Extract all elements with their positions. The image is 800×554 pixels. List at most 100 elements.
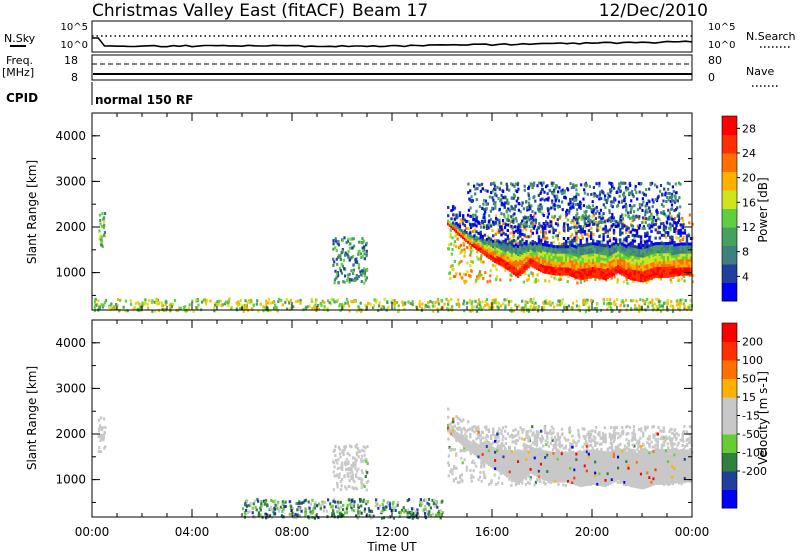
scatter-cell xyxy=(362,271,365,275)
scatter-cell xyxy=(604,223,607,226)
echo-band-cell xyxy=(471,243,474,247)
echo-band-cell xyxy=(514,256,518,260)
scatter-cell xyxy=(566,223,569,227)
echo-band-cell xyxy=(489,224,493,228)
scatter-cell xyxy=(259,508,262,512)
scatter-cell xyxy=(532,226,535,230)
echo-band-cell xyxy=(546,260,549,264)
scatter-cell xyxy=(546,184,549,188)
echo-band-cell xyxy=(479,247,482,251)
scatter-cell xyxy=(352,464,355,468)
echo-band-cell xyxy=(527,235,530,239)
scatter-cell xyxy=(416,511,419,515)
echo-band-cell xyxy=(579,227,582,231)
echo-band-cell xyxy=(685,258,689,262)
echo-band-cell xyxy=(617,253,620,257)
echo-band-cell xyxy=(650,276,653,280)
ytick-label: 4000 xyxy=(55,129,86,143)
echo-band-cell xyxy=(514,254,518,258)
scatter-cell xyxy=(116,298,120,301)
echo-band-cell xyxy=(612,228,616,232)
scatter-cell xyxy=(557,278,561,282)
scatter-cell xyxy=(492,222,495,226)
echo-band-cell xyxy=(531,264,534,268)
scatter-cell xyxy=(648,187,651,191)
scatter-cell xyxy=(641,203,644,207)
scatter-cell xyxy=(372,304,376,308)
scatter-cell xyxy=(363,509,366,513)
scatter-cell xyxy=(623,194,626,198)
scatter-cell xyxy=(336,241,339,245)
scatter-cell xyxy=(671,304,674,308)
scatter-cell xyxy=(355,443,358,447)
echo-band-cell xyxy=(569,254,572,258)
scatter-cell xyxy=(363,485,366,488)
echo-band-cell xyxy=(658,236,662,240)
echo-band-cell xyxy=(527,262,530,266)
scatter-cell xyxy=(332,488,335,492)
echo-band-cell xyxy=(458,213,462,217)
echo-band-cell xyxy=(654,272,657,276)
scatter-cell xyxy=(282,502,285,506)
echo-band-cell xyxy=(621,245,624,249)
scatter-cell xyxy=(337,502,340,506)
scatter-cell xyxy=(584,222,587,226)
scatter-cell xyxy=(635,214,638,218)
echo-band-cell xyxy=(664,250,668,254)
echo-band-cell xyxy=(537,235,541,239)
scatter-cell xyxy=(102,303,105,307)
echo-band-cell xyxy=(525,259,528,263)
echo-band-cell xyxy=(679,231,682,235)
scatter-cell xyxy=(247,511,250,514)
scatter-cell xyxy=(575,214,578,218)
scatter-cell xyxy=(110,302,113,306)
echo-band-cell xyxy=(619,260,622,264)
echo-band-cell xyxy=(452,224,455,228)
scatter-cell xyxy=(646,297,649,301)
echo-band-cell xyxy=(606,251,609,255)
echo-band-cell xyxy=(619,268,622,272)
scatter-cell xyxy=(299,301,302,305)
scatter-cell xyxy=(504,425,507,429)
scatter-cell xyxy=(350,505,353,509)
echo-band-cell xyxy=(675,224,678,228)
scatter-cell xyxy=(624,213,627,217)
echo-band-cell xyxy=(569,256,572,260)
scatter-cell xyxy=(656,185,659,189)
scatter-cell xyxy=(563,191,566,195)
scatter-cell xyxy=(662,427,665,431)
echo-band-cell xyxy=(585,224,589,227)
scatter-cell xyxy=(184,305,187,309)
scatter-cell xyxy=(468,427,472,431)
echo-band-cell xyxy=(537,259,541,263)
scatter-cell xyxy=(348,479,351,483)
echo-band-cell xyxy=(585,248,589,252)
scatter-cell xyxy=(463,446,466,450)
scatter-cell xyxy=(486,202,489,206)
scatter-cell xyxy=(618,310,621,313)
scatter-cell xyxy=(486,189,489,193)
scatter-cell xyxy=(575,188,578,192)
scatter-cell xyxy=(677,236,680,240)
scatter-cell xyxy=(608,208,611,212)
scatter-cell xyxy=(429,299,432,303)
scatter-cell xyxy=(524,228,528,232)
scatter-cell xyxy=(472,475,475,479)
echo-band-cell xyxy=(589,231,593,235)
scatter-cell xyxy=(160,301,164,305)
scatter-cell xyxy=(647,278,650,282)
scatter-cell xyxy=(544,279,547,283)
scatter-cell xyxy=(276,503,279,507)
echo-band-cell xyxy=(571,271,574,275)
scatter-cell xyxy=(336,262,339,266)
echo-band-cell xyxy=(669,247,672,251)
scatter-cell xyxy=(455,303,458,306)
echo-band-cell xyxy=(546,271,549,275)
echo-band-cell xyxy=(669,255,672,259)
scatter-cell xyxy=(669,278,672,282)
scatter-cell xyxy=(468,274,471,278)
echo-band-cell xyxy=(592,274,595,278)
scatter-cell xyxy=(494,204,497,208)
scatter-cell xyxy=(561,191,564,195)
